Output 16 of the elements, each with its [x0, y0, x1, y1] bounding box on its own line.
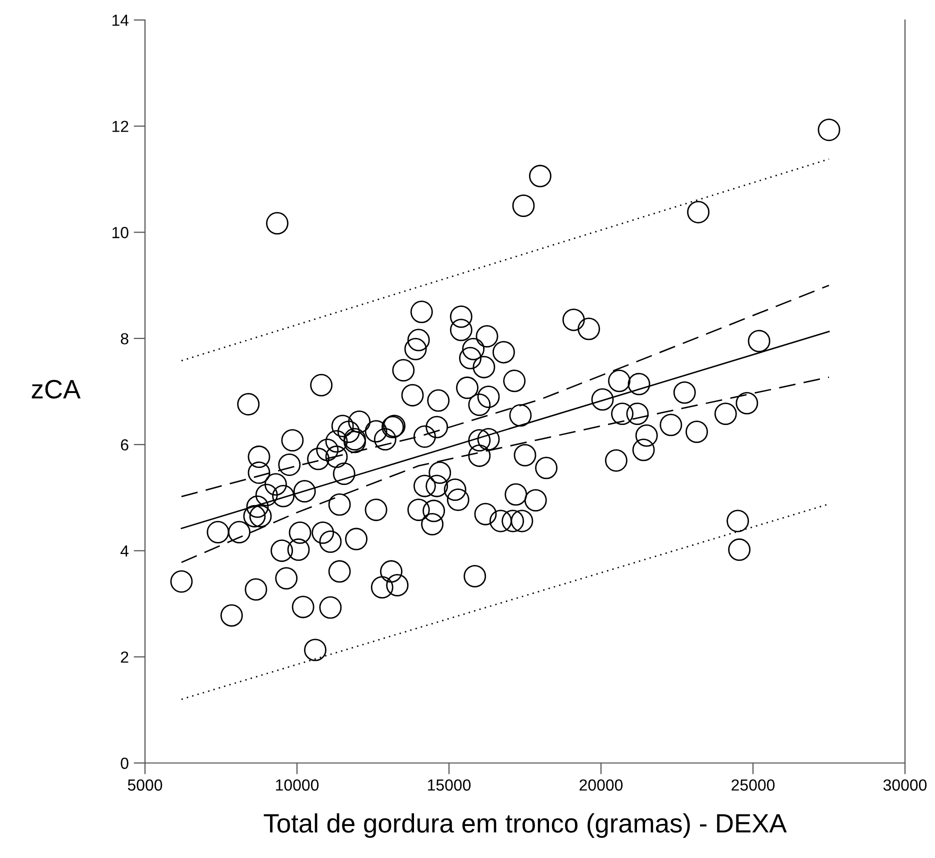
y-tick-label: 4	[120, 546, 129, 556]
y-tick-label: 14	[112, 14, 129, 26]
y-axis-title: zCA	[32, 380, 81, 399]
x-tick-label: 25000	[732, 779, 775, 791]
y-tick-label: 0	[120, 758, 128, 769]
x-tick-label: 30000	[883, 779, 927, 791]
x-axis-title: Total de gordura em tronco (gramas) - DEXA	[264, 813, 787, 838]
x-tick-label: 5000	[128, 779, 162, 791]
y-tick-label: 8	[120, 333, 128, 344]
y-tick-label: 10	[112, 226, 128, 238]
x-tick-label: 20000	[580, 779, 623, 791]
y-tick-label: 12	[112, 120, 128, 132]
x-tick-label: 15000	[428, 779, 471, 791]
x-tick-label: 10000	[276, 779, 319, 791]
y-tick-label: 2	[120, 651, 128, 663]
y-tick-label: 6	[120, 439, 128, 451]
